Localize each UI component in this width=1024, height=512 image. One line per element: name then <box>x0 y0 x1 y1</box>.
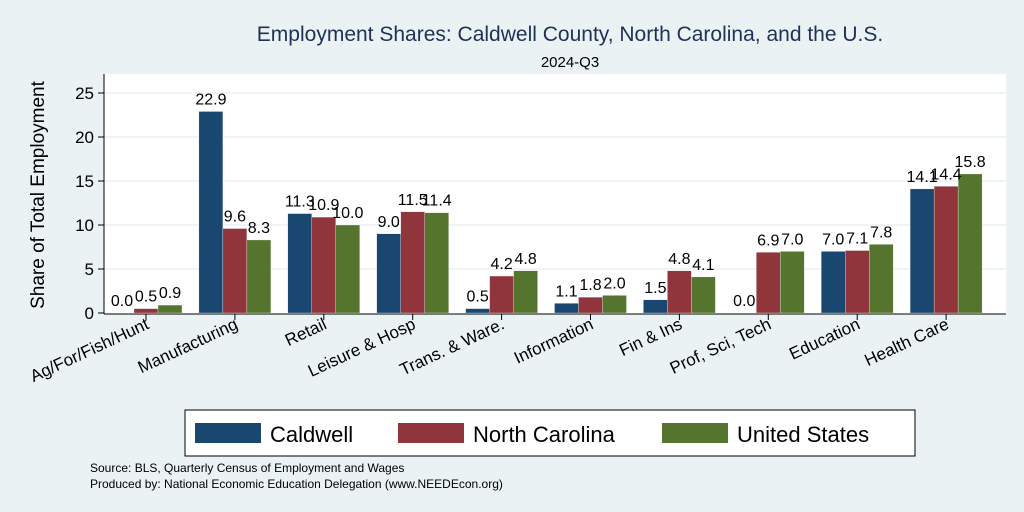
bar-caldwell <box>465 308 490 314</box>
y-tick-label: 0 <box>85 304 94 323</box>
data-label: 7.0 <box>781 231 803 248</box>
data-label: 11.3 <box>285 194 315 211</box>
data-label: 2.0 <box>603 275 625 292</box>
bar-north-carolina <box>311 216 336 314</box>
x-tick-label: Fin & Ins <box>616 314 685 360</box>
data-label: 7.0 <box>822 231 844 248</box>
x-tick-label: Health Care <box>862 314 952 370</box>
bar-caldwell <box>554 303 579 314</box>
bar-north-carolina <box>933 186 959 314</box>
bar-united-states <box>780 251 805 314</box>
data-label: 0.0 <box>733 293 755 310</box>
data-label: 0.9 <box>159 285 181 302</box>
bar-united-states <box>869 244 894 314</box>
data-label: 0.0 <box>111 293 133 310</box>
data-label: 22.9 <box>195 91 226 108</box>
bar-north-carolina <box>133 308 159 314</box>
data-label: 8.3 <box>248 220 270 237</box>
data-label: 4.8 <box>668 251 690 268</box>
data-label: 9.6 <box>224 209 246 226</box>
data-label: 4.2 <box>490 256 512 273</box>
legend-swatch <box>398 423 464 443</box>
data-label: 9.0 <box>378 214 400 231</box>
data-label: 7.8 <box>870 224 892 241</box>
bar-united-states <box>157 304 183 314</box>
data-label: 11.5 <box>398 192 428 209</box>
data-label: 0.5 <box>466 289 488 306</box>
bar-united-states <box>513 270 538 314</box>
bar-caldwell <box>909 188 935 314</box>
bar-north-carolina <box>578 297 603 314</box>
bar-north-carolina <box>489 275 514 314</box>
bar-united-states <box>957 173 983 314</box>
bar-north-carolina <box>756 252 781 314</box>
bar-caldwell <box>376 233 401 314</box>
bar-caldwell <box>198 111 224 314</box>
data-label: 15.8 <box>955 154 986 171</box>
x-tick-label: Ag/For/Fish/Hunt <box>27 314 152 386</box>
bar-caldwell <box>287 213 312 314</box>
data-label: 4.1 <box>692 257 714 274</box>
x-tick-label: Education <box>786 314 863 363</box>
data-label: 4.8 <box>514 251 536 268</box>
chart-subtitle: 2024-Q3 <box>541 54 599 71</box>
bar-united-states <box>246 239 272 314</box>
y-tick-label: 25 <box>75 84 94 103</box>
y-tick-label: 5 <box>85 260 94 279</box>
data-label: 10.9 <box>308 197 339 214</box>
bar-united-states <box>424 212 449 314</box>
data-label: 1.8 <box>579 277 601 294</box>
bar-caldwell <box>821 251 846 314</box>
data-label: 14.4 <box>931 166 962 183</box>
data-label: 11.4 <box>422 193 452 210</box>
x-tick-label: Prof, Sci, Tech <box>667 314 774 377</box>
bar-north-carolina <box>400 211 425 314</box>
data-label: 0.5 <box>135 289 157 306</box>
bar-caldwell <box>643 299 668 314</box>
bar-north-carolina <box>845 250 870 314</box>
legend-swatch <box>195 423 261 443</box>
data-label: 6.9 <box>757 232 779 249</box>
chart-title: Employment Shares: Caldwell County, Nort… <box>257 23 883 46</box>
x-tick-label: Manufacturing <box>135 314 241 377</box>
data-label: 1.1 <box>555 283 577 300</box>
x-tick-label: Retail <box>282 314 329 350</box>
y-axis-label: Share of Total Employment <box>28 80 49 308</box>
y-tick-label: 10 <box>75 216 94 235</box>
data-label: 7.1 <box>846 231 868 248</box>
bar-north-carolina <box>667 270 692 314</box>
legend-swatch <box>662 423 728 443</box>
bar-united-states <box>602 295 627 314</box>
legend-label: United States <box>737 422 869 447</box>
data-label: 10.0 <box>332 205 363 222</box>
data-label: 1.5 <box>644 280 666 297</box>
produced-by-note: Produced by: National Economic Education… <box>90 477 503 491</box>
source-note: Source: BLS, Quarterly Census of Employm… <box>90 461 404 475</box>
bar-united-states <box>335 224 360 314</box>
bar-united-states <box>691 276 716 314</box>
legend-label: Caldwell <box>270 422 353 447</box>
legend <box>184 409 916 457</box>
legend-label: North Carolina <box>473 422 616 447</box>
x-tick-label: Information <box>511 314 596 367</box>
bar-north-carolina <box>222 228 248 314</box>
y-tick-label: 15 <box>75 172 94 191</box>
data-label: 14.1 <box>907 169 938 186</box>
y-tick-label: 20 <box>75 128 94 147</box>
